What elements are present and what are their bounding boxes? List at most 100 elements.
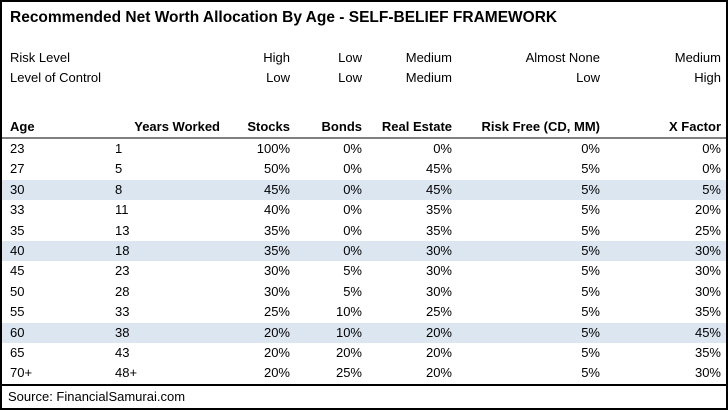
cell-risk-free-cd-mm: 5% <box>581 222 600 238</box>
cell-x-factor: 35% <box>694 345 721 361</box>
cell-real-estate: 30% <box>425 263 452 279</box>
cell-stocks: 25% <box>263 304 290 320</box>
cell-age: 55 <box>10 304 25 320</box>
table-row-age-45: 45 23 30% 5% 30% 5% 30% <box>2 261 726 281</box>
table-header-row: Age Years Worked Stocks Bonds Real Estate Ris… <box>2 108 726 139</box>
cell-age: 27 <box>10 161 25 177</box>
cell-x-factor: 30% <box>694 365 721 381</box>
meta-row-risk-level: Risk Level High Low Medium Almost None Medium <box>2 48 726 68</box>
table-row-age-70: 70+ 48+ 20% 25% 20% 5% 30% <box>2 363 726 383</box>
meta-value-stocks: High <box>263 50 290 65</box>
table-row-age-33: 33 11 40% 0% 35% 5% 20% <box>2 200 726 220</box>
cell-years-worked: 48+ <box>115 365 138 381</box>
cell-x-factor: 5% <box>702 181 721 197</box>
meta-label-risk-level: Risk Level <box>10 50 70 65</box>
table-row-age-65: 65 43 20% 20% 20% 5% 35% <box>2 343 726 363</box>
cell-bonds: 0% <box>343 202 362 218</box>
column-header-age: Age <box>10 119 35 134</box>
cell-real-estate: 0% <box>433 141 452 156</box>
risk-meta-section: Risk Level High Low Medium Almost None Medium… <box>2 48 726 88</box>
cell-age: 40 <box>10 243 25 259</box>
cell-risk-free-cd-mm: 5% <box>581 345 600 361</box>
cell-stocks: 20% <box>263 324 290 340</box>
cell-years-worked: 28 <box>115 283 130 299</box>
cell-years-worked: 18 <box>115 243 130 259</box>
cell-age: 60 <box>10 324 25 340</box>
meta-value-real-estate: Medium <box>405 70 452 85</box>
meta-label-level-of-control: Level of Control <box>10 70 102 85</box>
meta-value-x-factor: Medium <box>674 50 721 65</box>
cell-stocks: 30% <box>263 283 290 299</box>
meta-value-risk-free-cd-mm: Almost None <box>525 50 600 65</box>
cell-risk-free-cd-mm: 5% <box>581 161 600 177</box>
cell-years-worked: 11 <box>115 202 129 218</box>
cell-real-estate: 30% <box>425 283 452 299</box>
cell-bonds: 20% <box>335 345 362 361</box>
cell-bonds: 0% <box>343 161 362 177</box>
cell-bonds: 25% <box>335 365 362 381</box>
meta-value-bonds: Low <box>338 50 362 65</box>
cell-real-estate: 20% <box>425 345 452 361</box>
table-row-age-40: 40 18 35% 0% 30% 5% 30% <box>2 241 726 262</box>
cell-age: 23 <box>10 141 25 156</box>
cell-real-estate: 25% <box>425 304 452 320</box>
cell-bonds: 5% <box>343 283 362 299</box>
meta-value-bonds: Low <box>338 70 362 85</box>
cell-stocks: 35% <box>263 222 290 238</box>
cell-age: 65 <box>10 345 25 361</box>
meta-value-x-factor: High <box>694 70 721 85</box>
cell-real-estate: 35% <box>425 222 452 238</box>
table-row-age-35: 35 13 35% 0% 35% 5% 25% <box>2 221 726 241</box>
table-body: 23 1 100% 0% 0% 0% 0% 27 5 50% 0% 45% 5% 0% 30 8 45% 0% 45… <box>2 139 726 384</box>
column-header-risk-free-cd-mm: Risk Free (CD, MM) <box>481 119 600 134</box>
table-row-age-60: 60 38 20% 10% 20% 5% 45% <box>2 322 726 344</box>
column-header-years-worked: Years Worked <box>134 119 220 134</box>
cell-risk-free-cd-mm: 5% <box>581 365 600 381</box>
column-header-real-estate: Real Estate <box>381 119 452 134</box>
cell-years-worked: 1 <box>115 141 123 156</box>
cell-risk-free-cd-mm: 5% <box>581 304 600 320</box>
cell-age: 70+ <box>10 365 33 381</box>
cell-risk-free-cd-mm: 5% <box>581 202 600 218</box>
cell-stocks: 30% <box>263 263 290 279</box>
table-row-age-50: 50 28 30% 5% 30% 5% 30% <box>2 282 726 302</box>
cell-real-estate: 30% <box>425 243 452 259</box>
cell-real-estate: 20% <box>425 365 452 381</box>
cell-bonds: 0% <box>343 243 362 259</box>
cell-risk-free-cd-mm: 5% <box>581 243 600 259</box>
cell-x-factor: 45% <box>694 324 721 340</box>
cell-x-factor: 30% <box>694 263 721 279</box>
cell-years-worked: 33 <box>115 304 130 320</box>
cell-x-factor: 30% <box>694 283 721 299</box>
cell-years-worked: 13 <box>115 222 130 238</box>
cell-real-estate: 35% <box>425 202 452 218</box>
cell-x-factor: 25% <box>694 222 721 238</box>
column-header-x-factor: X Factor <box>668 119 721 134</box>
table-title: Recommended Net Worth Allocation By Age … <box>10 9 558 26</box>
cell-x-factor: 35% <box>694 304 721 320</box>
cell-stocks: 20% <box>263 365 290 381</box>
meta-value-real-estate: Medium <box>405 50 452 65</box>
table-row-age-27: 27 5 50% 0% 45% 5% 0% <box>2 159 726 179</box>
cell-years-worked: 43 <box>115 345 130 361</box>
cell-years-worked: 38 <box>115 324 130 340</box>
cell-bonds: 10% <box>335 304 362 320</box>
cell-bonds: 5% <box>343 263 362 279</box>
cell-age: 45 <box>10 263 25 279</box>
cell-years-worked: 8 <box>115 181 123 197</box>
cell-risk-free-cd-mm: 5% <box>581 324 600 340</box>
cell-stocks: 40% <box>263 202 290 218</box>
cell-risk-free-cd-mm: 5% <box>581 263 600 279</box>
cell-age: 50 <box>10 283 25 299</box>
cell-real-estate: 45% <box>425 161 452 177</box>
meta-value-risk-free-cd-mm: Low <box>576 70 600 85</box>
cell-risk-free-cd-mm: 5% <box>581 181 600 197</box>
column-header-bonds: Bonds <box>321 119 362 134</box>
meta-value-stocks: Low <box>266 70 290 85</box>
source-note: Source: FinancialSamurai.com <box>2 384 726 408</box>
cell-risk-free-cd-mm: 5% <box>581 283 600 299</box>
cell-years-worked: 5 <box>115 161 123 177</box>
cell-risk-free-cd-mm: 0% <box>581 141 600 156</box>
cell-bonds: 0% <box>343 181 362 197</box>
